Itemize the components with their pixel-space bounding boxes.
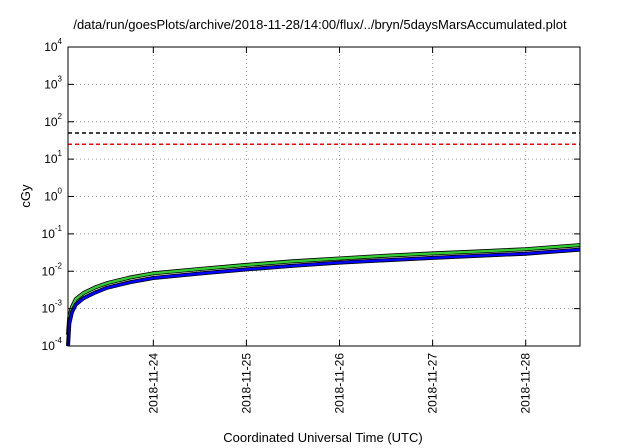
y-tick-label: 100 <box>44 187 62 204</box>
chart-title: /data/run/goesPlots/archive/2018-11-28/1… <box>73 17 567 32</box>
y-tick-label: 103 <box>44 74 62 91</box>
y-tick-label: 10-4 <box>42 336 63 353</box>
y-tick-label: 101 <box>44 149 62 166</box>
x-tick-label: 2018-11-24 <box>146 353 160 414</box>
y-tick-exponent: -3 <box>55 299 63 308</box>
x-tick-label: 2018-11-25 <box>239 353 253 414</box>
y-tick-exponent: -2 <box>55 261 63 270</box>
series-lines <box>66 243 581 347</box>
y-tick-exponent: 3 <box>58 74 63 83</box>
y-tick-exponent: 4 <box>58 37 63 46</box>
grid <box>68 47 580 346</box>
x-tick-label: 2018-11-27 <box>426 353 440 414</box>
y-tick-label: 102 <box>44 112 62 129</box>
threshold-lines <box>68 132 580 146</box>
y-tick-exponent: 1 <box>58 149 63 158</box>
y-axis-label: cGy <box>18 184 33 208</box>
x-tick-label: 2018-11-28 <box>519 353 533 414</box>
x-axis-label: Coordinated Universal Time (UTC) <box>223 430 422 445</box>
y-tick-exponent: 2 <box>58 112 63 121</box>
x-axis: 2018-11-24 2018-11-25 2018-11-26 2018-11-27… <box>146 47 533 414</box>
y-tick-label: 104 <box>44 37 62 54</box>
series-line <box>66 248 581 347</box>
y-tick-exponent: 0 <box>58 187 63 196</box>
y-tick-label: 10-3 <box>42 299 63 316</box>
series-line <box>66 243 581 335</box>
y-tick-exponent: -1 <box>55 224 63 233</box>
x-tick-label: 2018-11-26 <box>333 353 347 414</box>
y-tick-label: 10-1 <box>42 224 63 241</box>
y-tick-exponent: -4 <box>55 336 63 345</box>
y-tick-label: 10-2 <box>42 261 63 278</box>
